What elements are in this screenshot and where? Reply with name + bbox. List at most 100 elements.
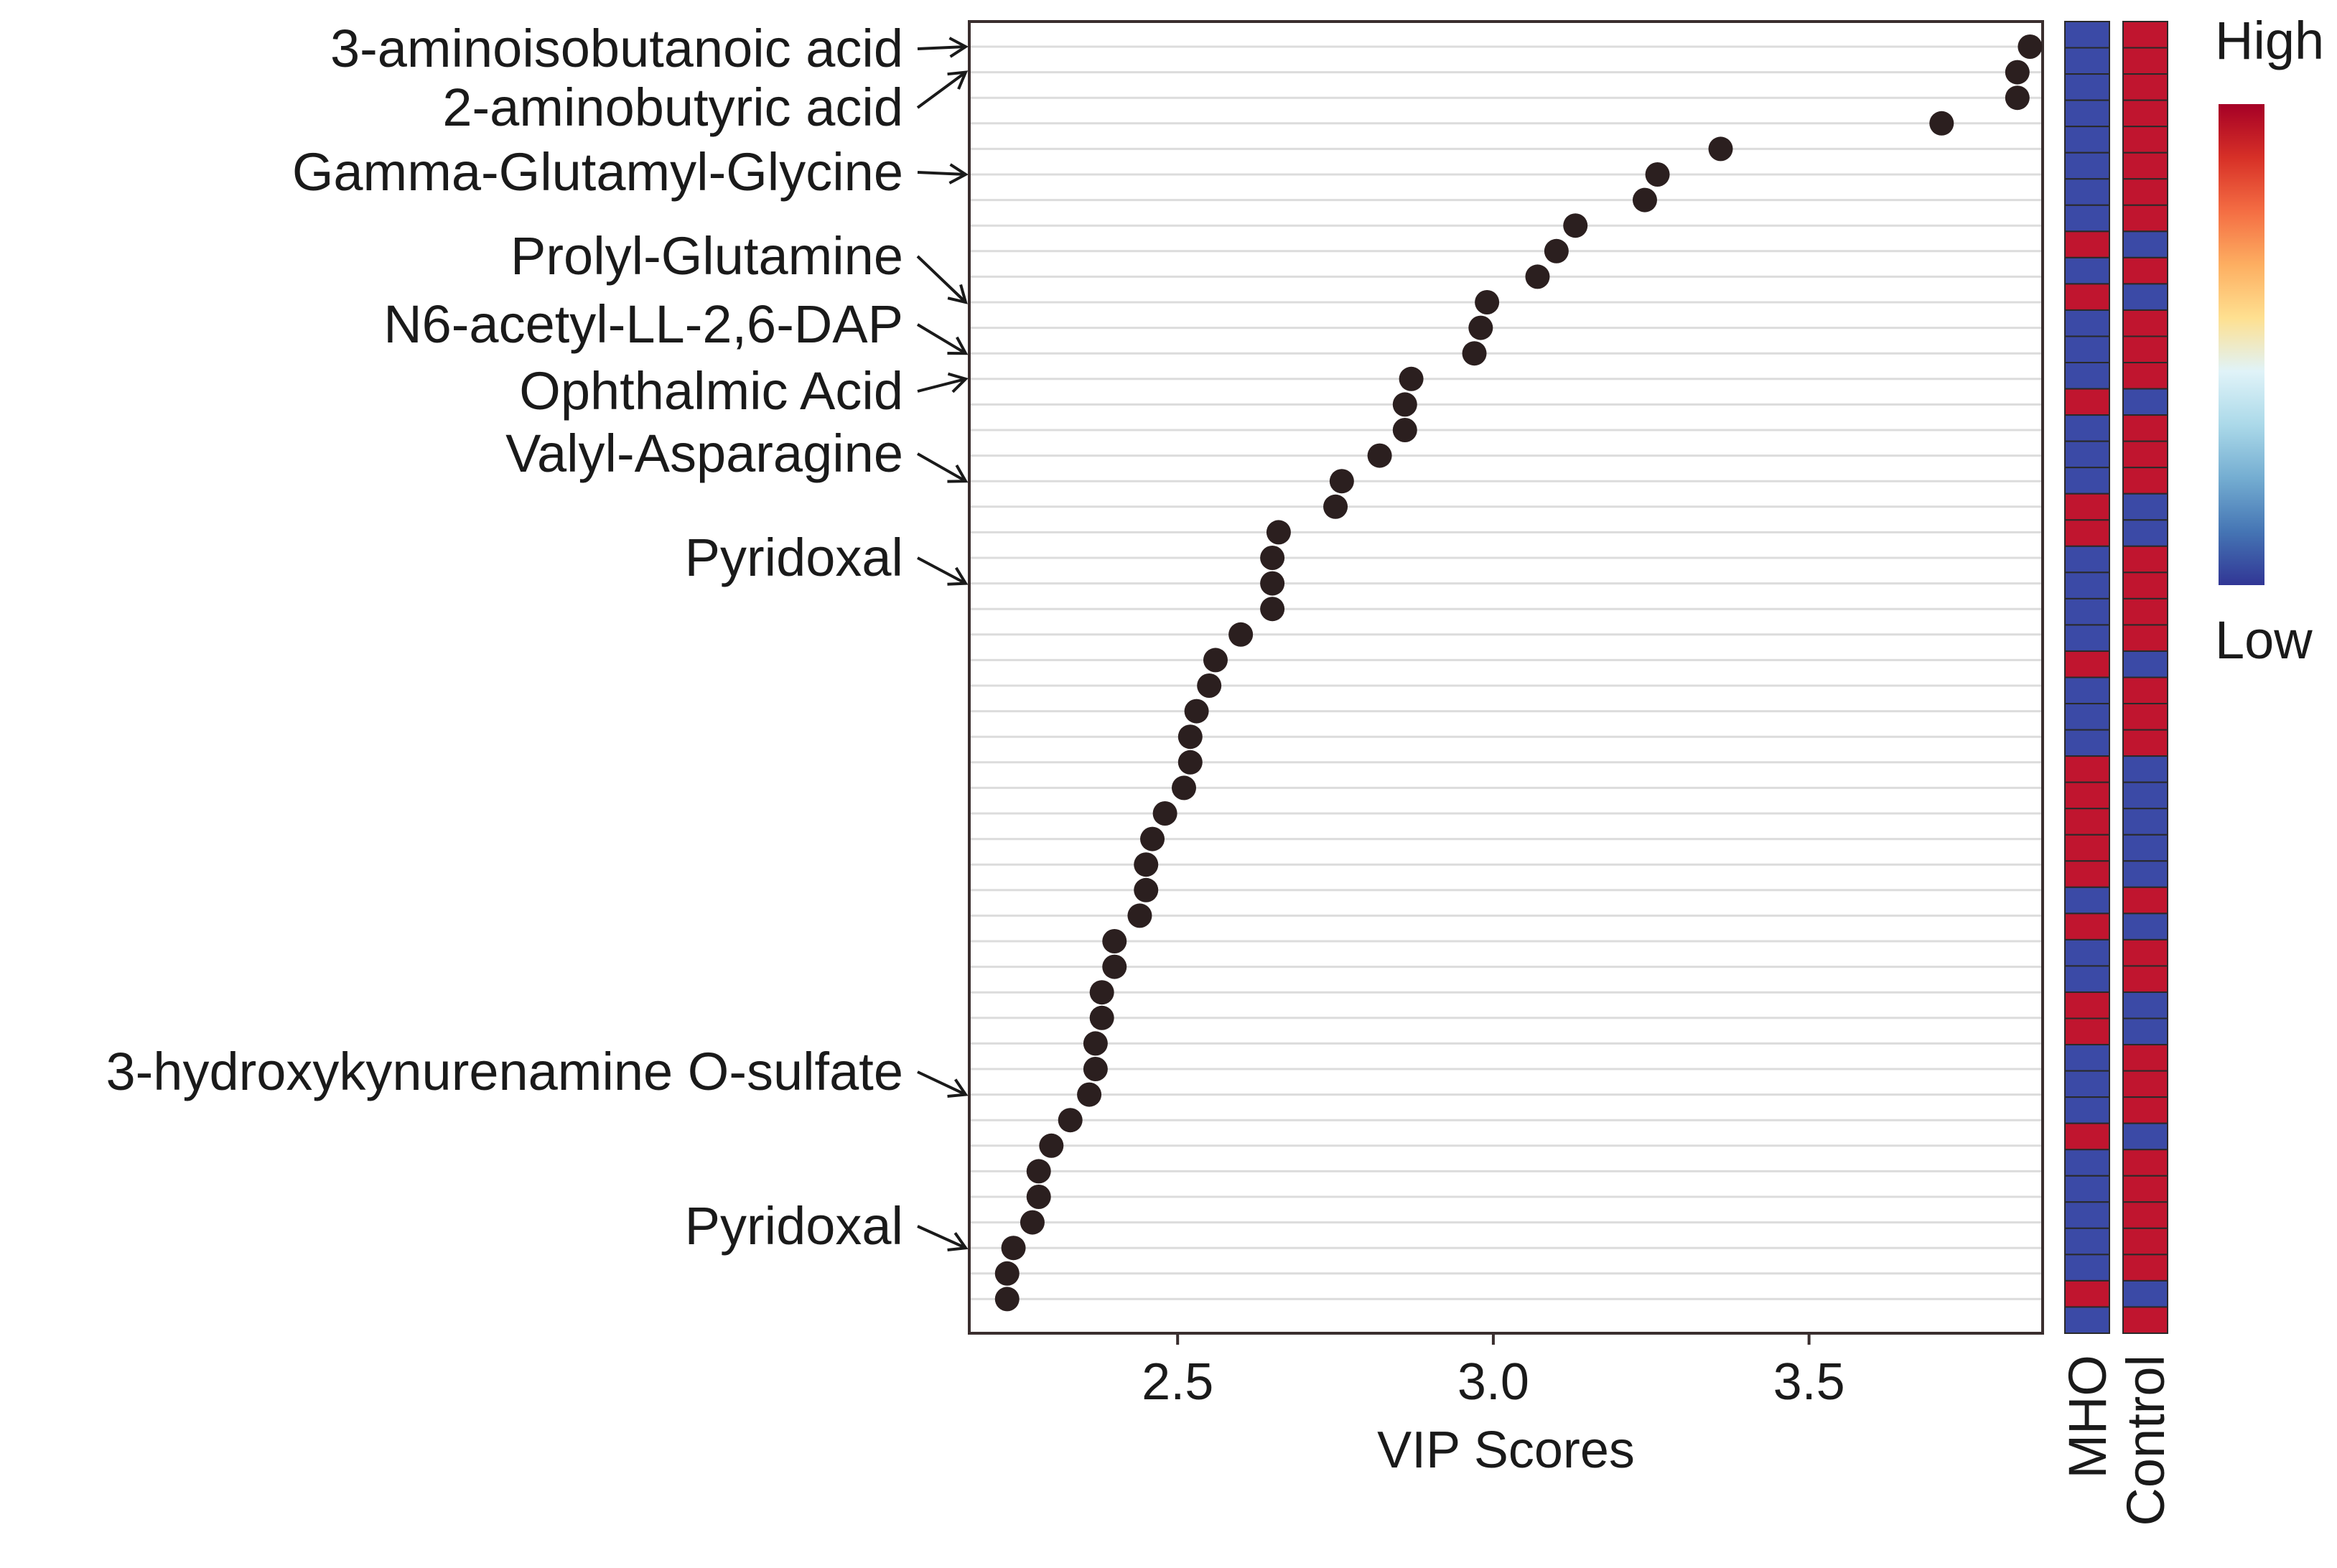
mho-column-label: MHO	[2058, 1355, 2117, 1479]
data-point	[1266, 520, 1291, 545]
mho-cell	[2064, 47, 2110, 75]
control-cell	[2122, 1201, 2168, 1229]
control-cell	[2122, 388, 2168, 416]
control-column-label: Control	[2116, 1355, 2175, 1526]
annotation-label: Gamma-Glutamyl-Glycine	[292, 142, 903, 202]
mho-cell	[2064, 624, 2110, 652]
data-point	[1058, 1108, 1083, 1133]
annotation-arrow	[917, 377, 966, 393]
mho-cell	[2064, 571, 2110, 599]
data-point	[1140, 826, 1165, 851]
x-tick-label: 3.0	[1457, 1353, 1529, 1411]
data-point	[1026, 1159, 1051, 1184]
annotation-arrowhead	[947, 566, 969, 586]
colorbar	[2219, 104, 2264, 585]
mho-cell	[2064, 335, 2110, 364]
legend-low-label: Low	[2215, 610, 2313, 670]
control-cell	[2122, 1017, 2168, 1046]
mho-cell	[2064, 1279, 2110, 1308]
control-cell	[2122, 1175, 2168, 1203]
mho-cell	[2064, 309, 2110, 337]
annotation-arrowhead	[948, 163, 969, 185]
annotation-arrowhead	[947, 465, 969, 483]
x-axis-label: VIP Scores	[1377, 1422, 1635, 1479]
control-cell	[2122, 991, 2168, 1019]
annotation-label: 3-hydroxykynurenamine O-sulfate	[106, 1042, 903, 1101]
mho-cell	[2064, 755, 2110, 783]
control-cell	[2122, 1279, 2168, 1308]
annotation-arrowhead	[947, 1232, 969, 1251]
data-point	[1929, 111, 1954, 136]
mho-cell	[2064, 886, 2110, 915]
annotation-arrow	[917, 556, 966, 585]
control-cell	[2122, 938, 2168, 967]
x-tick-label: 2.5	[1142, 1353, 1213, 1411]
control-cell	[2122, 597, 2168, 626]
data-point	[1260, 571, 1285, 596]
data-point	[1475, 290, 1500, 314]
data-point	[1184, 699, 1209, 724]
control-cell	[2122, 21, 2168, 49]
mho-cell	[2064, 1122, 2110, 1151]
annotation-arrowhead	[947, 70, 969, 90]
mho-cell	[2064, 493, 2110, 521]
annotation-arrowhead	[947, 336, 969, 355]
mho-cell	[2064, 1044, 2110, 1072]
control-cell	[2122, 965, 2168, 993]
mho-cell	[2064, 991, 2110, 1019]
control-cell	[2122, 834, 2168, 862]
annotation-arrow	[917, 1070, 966, 1096]
data-point	[1632, 187, 1657, 213]
data-point	[1525, 264, 1550, 289]
control-cell	[2122, 467, 2168, 495]
control-cell	[2122, 1044, 2168, 1072]
data-point	[2005, 60, 2030, 85]
data-point	[1134, 877, 1159, 902]
control-cell	[2122, 362, 2168, 390]
control-cell	[2122, 256, 2168, 285]
mho-cell	[2064, 283, 2110, 311]
control-cell	[2122, 1306, 2168, 1334]
data-points	[994, 34, 2043, 1312]
mho-cell	[2064, 519, 2110, 547]
mho-cell	[2064, 938, 2110, 967]
annotation-arrowhead	[947, 1078, 969, 1098]
annotation-arrowhead	[947, 372, 969, 393]
mho-cell	[2064, 178, 2110, 206]
control-cell	[2122, 126, 2168, 154]
plot-border	[968, 20, 2044, 1335]
data-point	[1260, 597, 1285, 622]
mho-cell	[2064, 73, 2110, 101]
data-point	[1026, 1185, 1051, 1209]
data-point	[1260, 546, 1285, 570]
data-point	[1172, 775, 1196, 801]
control-cell	[2122, 1070, 2168, 1098]
data-point	[1020, 1210, 1045, 1235]
mho-cell	[2064, 1175, 2110, 1203]
data-point	[1323, 494, 1348, 519]
control-cell	[2122, 1254, 2168, 1282]
control-cell	[2122, 73, 2168, 101]
control-cell	[2122, 1122, 2168, 1151]
mho-cell	[2064, 440, 2110, 469]
control-cell	[2122, 624, 2168, 652]
control-cell	[2122, 913, 2168, 941]
annotation-label: Ophthalmic Acid	[519, 361, 903, 421]
mho-cell	[2064, 126, 2110, 154]
data-point	[1468, 315, 1493, 340]
control-cell	[2122, 230, 2168, 258]
data-point	[1102, 954, 1127, 979]
data-point	[1367, 443, 1392, 468]
mho-cell	[2064, 1070, 2110, 1098]
mho-cell	[2064, 1017, 2110, 1046]
mho-cell	[2064, 467, 2110, 495]
data-point	[1399, 366, 1424, 391]
data-point	[2018, 34, 2043, 59]
control-cell	[2122, 545, 2168, 574]
control-cell	[2122, 1149, 2168, 1177]
annotation-arrow	[917, 452, 966, 482]
annotation-label: Pyridoxal	[685, 528, 903, 587]
control-cell	[2122, 650, 2168, 678]
